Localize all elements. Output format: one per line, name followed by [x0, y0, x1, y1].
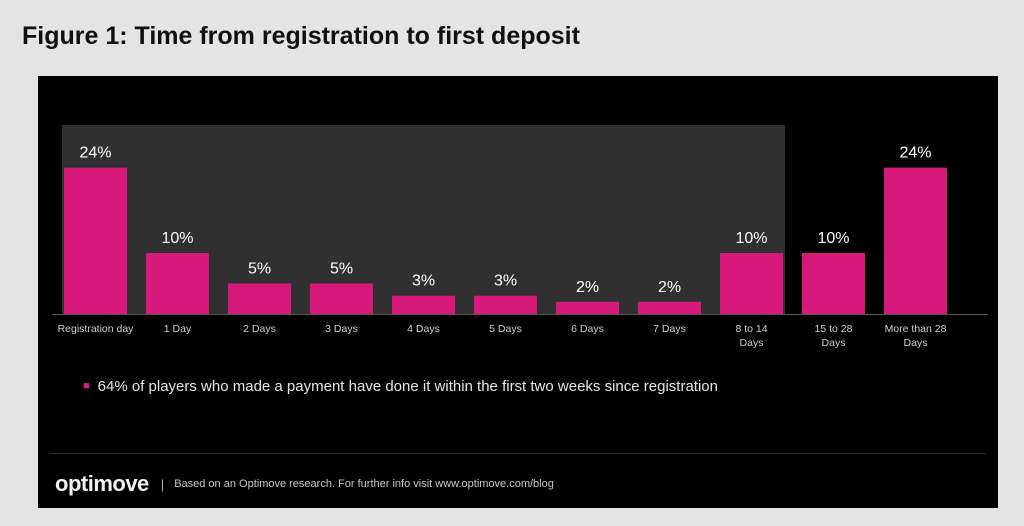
bar: [310, 283, 373, 314]
value-label: 3%: [494, 273, 517, 290]
bar: [884, 167, 947, 314]
bar: [392, 295, 455, 314]
bar: [638, 301, 701, 314]
figure-title: Figure 1: Time from registration to firs…: [22, 22, 580, 50]
bar: [474, 295, 537, 314]
value-label: 2%: [658, 279, 681, 296]
note-text: 64% of players who made a payment have d…: [97, 378, 718, 395]
value-label: 5%: [330, 261, 353, 278]
chart-note: ■ 64% of players who made a payment have …: [83, 378, 718, 395]
bar: [556, 301, 619, 314]
footer-separator: |: [160, 476, 165, 492]
value-label: 24%: [899, 145, 931, 162]
tick-label: 1 Day: [164, 323, 192, 335]
tick-label: 15 to 28: [815, 323, 853, 335]
tick-label: 4 Days: [407, 323, 440, 335]
value-label: 24%: [79, 145, 111, 162]
chart-panel: 24% Registration day 10% 1 Day 5% 2 Days 5% 3 D…: [38, 76, 998, 508]
footer-divider: [50, 453, 986, 454]
value-label: 5%: [248, 261, 271, 278]
bar: [720, 253, 783, 314]
value-label: 10%: [817, 230, 849, 247]
tick-label: 3 Days: [325, 323, 358, 335]
bullet-icon: ■: [83, 380, 90, 392]
tick-label: 7 Days: [653, 323, 686, 335]
tick-label: 2 Days: [243, 323, 276, 335]
tick-label: Days: [904, 337, 928, 349]
tick-label: Days: [740, 337, 764, 349]
value-label: 10%: [735, 230, 767, 247]
tick-label: More than 28: [885, 323, 947, 335]
bar: [228, 283, 291, 314]
value-label: 2%: [576, 279, 599, 296]
footer: optimove | Based on an Optimove research…: [55, 471, 554, 497]
value-label: 3%: [412, 273, 435, 290]
optimove-logo: optimove: [55, 471, 149, 496]
source-text: Based on an Optimove research. For furth…: [174, 478, 554, 490]
bar: [802, 253, 865, 314]
bar: [64, 167, 127, 314]
tick-label: Days: [822, 337, 846, 349]
tick-label: 5 Days: [489, 323, 522, 335]
tick-label: 6 Days: [571, 323, 604, 335]
bar: [146, 253, 209, 314]
tick-label: 8 to 14: [735, 323, 767, 335]
bar-chart: 24% Registration day 10% 1 Day 5% 2 Days 5% 3 D…: [52, 125, 988, 349]
tick-label: Registration day: [58, 323, 135, 335]
value-label: 10%: [161, 230, 193, 247]
